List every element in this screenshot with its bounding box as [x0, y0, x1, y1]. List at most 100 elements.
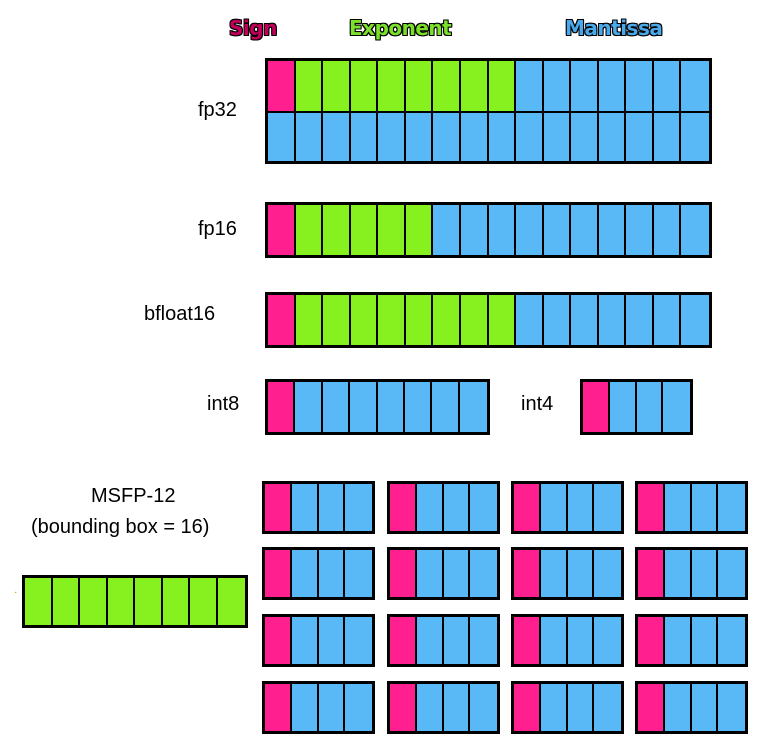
msfp-element [387, 547, 500, 600]
sign-bit [390, 684, 417, 731]
exponent-bit [162, 578, 190, 625]
mantissa-bit [653, 205, 682, 255]
register-int4 [580, 379, 693, 435]
mantissa-bit [378, 113, 406, 161]
exponent-bit [295, 61, 324, 111]
mantissa-bit [543, 205, 572, 255]
sign-bit [638, 617, 665, 664]
mantissa-bit [318, 617, 346, 664]
exponent-bit [488, 295, 517, 345]
mantissa-bit [718, 684, 745, 731]
exponent-bit [433, 61, 461, 111]
sign-bit [268, 205, 296, 255]
exponent-bit [405, 61, 434, 111]
mantissa-bit [571, 61, 599, 111]
mantissa-bit [322, 382, 351, 432]
mantissa-bit [664, 484, 692, 531]
mantissa-bit [653, 113, 682, 161]
sign-bit [390, 617, 417, 664]
mantissa-bit [626, 113, 654, 161]
mantissa-bit [459, 382, 487, 432]
label-msfp12: MSFP-12 [91, 485, 176, 507]
mantissa-bit [681, 295, 709, 345]
mantissa-bit [460, 205, 489, 255]
mantissa-bit [433, 113, 461, 161]
mantissa-bit [470, 617, 497, 664]
sign-bit [514, 550, 541, 597]
mantissa-bit [416, 684, 444, 731]
mantissa-bit [691, 684, 719, 731]
msfp-element [262, 614, 375, 667]
msfp-shared-exponent [22, 575, 248, 628]
msfp-element [635, 481, 748, 534]
mantissa-bit [416, 617, 444, 664]
mantissa-bit [598, 295, 627, 345]
register-row [268, 61, 709, 111]
exponent-bit [488, 61, 517, 111]
mantissa-bit [268, 113, 296, 161]
exponent-bit [323, 295, 351, 345]
mantissa-bit [718, 617, 745, 664]
sign-bit [514, 484, 541, 531]
mantissa-bit [516, 113, 544, 161]
mantissa-bit [405, 113, 434, 161]
exponent-bit [323, 205, 351, 255]
mantissa-bit [318, 550, 346, 597]
mantissa-bit [567, 484, 595, 531]
label-int4: int4 [521, 393, 554, 415]
exponent-bit [135, 578, 163, 625]
exponent-bit [323, 61, 351, 111]
msfp-element [635, 614, 748, 667]
mantissa-bit [681, 61, 709, 111]
exponent-bit [52, 578, 80, 625]
mantissa-bit [295, 113, 324, 161]
mantissa-bit [540, 617, 568, 664]
mantissa-bit [691, 484, 719, 531]
mantissa-bit [571, 205, 599, 255]
mantissa-bit [291, 617, 319, 664]
sign-bit [265, 484, 292, 531]
mantissa-bit [594, 617, 621, 664]
mantissa-bit [663, 382, 690, 432]
exponent-bit [295, 205, 324, 255]
msfp-element [262, 481, 375, 534]
mantissa-bit [598, 205, 627, 255]
sign-bit [390, 484, 417, 531]
mantissa-bit [345, 550, 372, 597]
mantissa-bit [433, 205, 461, 255]
mantissa-bit [350, 382, 378, 432]
label-bfloat16: bfloat16 [144, 303, 216, 325]
mantissa-bit [540, 484, 568, 531]
exponent-bit [378, 295, 406, 345]
sign-bit [265, 617, 292, 664]
exponent-bit [405, 295, 434, 345]
mantissa-bit [626, 61, 654, 111]
register-fp16 [265, 202, 712, 258]
exponent-bit [460, 295, 489, 345]
mantissa-bit [432, 382, 460, 432]
sign-bit [265, 684, 292, 731]
register-row [268, 111, 709, 161]
sign-bit [390, 550, 417, 597]
mantissa-bit [516, 295, 544, 345]
mantissa-bit [323, 113, 351, 161]
mantissa-bit [470, 484, 497, 531]
mantissa-bit [516, 205, 544, 255]
msfp-element [387, 614, 500, 667]
exponent-bit [433, 295, 461, 345]
mantissa-bit [691, 550, 719, 597]
mantissa-bit [516, 61, 544, 111]
label-fp32: fp32 [198, 99, 237, 121]
mantissa-bit [470, 550, 497, 597]
mantissa-bit [443, 617, 471, 664]
msfp-element [262, 547, 375, 600]
mantissa-bit [416, 484, 444, 531]
mantissa-bit [460, 113, 489, 161]
mantissa-bit [345, 684, 372, 731]
mantissa-bit [543, 61, 572, 111]
exponent-bit [405, 205, 434, 255]
mantissa-bit [567, 684, 595, 731]
sign-bit [638, 550, 665, 597]
mantissa-bit [567, 617, 595, 664]
exponent-bit [350, 295, 379, 345]
